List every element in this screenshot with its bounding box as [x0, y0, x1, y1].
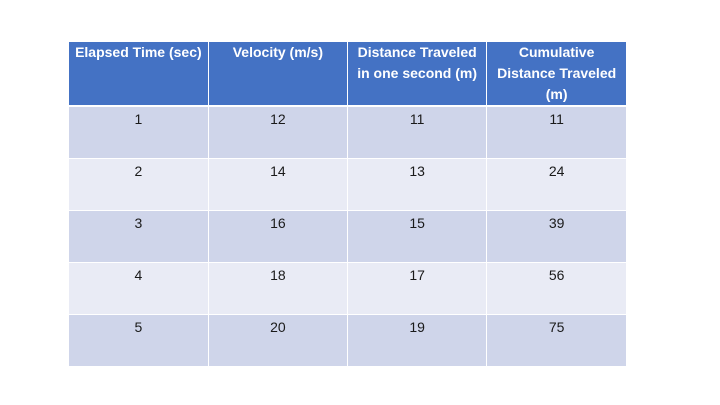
cell-distance-one-second: 13 [347, 157, 488, 210]
table-row: 5 20 19 75 [69, 313, 626, 366]
cell-elapsed-time: 1 [69, 105, 209, 158]
cell-velocity: 18 [208, 261, 349, 314]
table-header-row: Elapsed Time (sec) Velocity (m/s) Distan… [69, 42, 626, 107]
motion-data-table: Elapsed Time (sec) Velocity (m/s) Distan… [69, 42, 626, 366]
cell-cumulative-distance: 75 [486, 313, 626, 366]
header-elapsed-time: Elapsed Time (sec) [69, 42, 209, 107]
cell-elapsed-time: 3 [69, 209, 209, 262]
cell-distance-one-second: 15 [347, 209, 488, 262]
table-row: 1 12 11 11 [69, 105, 626, 158]
cell-cumulative-distance: 39 [486, 209, 626, 262]
cell-cumulative-distance: 11 [486, 105, 626, 158]
header-velocity: Velocity (m/s) [208, 42, 349, 107]
cell-distance-one-second: 19 [347, 313, 488, 366]
table-row: 4 18 17 56 [69, 261, 626, 314]
cell-cumulative-distance: 24 [486, 157, 626, 210]
table-row: 3 16 15 39 [69, 209, 626, 262]
cell-velocity: 14 [208, 157, 349, 210]
cell-cumulative-distance: 56 [486, 261, 626, 314]
cell-distance-one-second: 11 [347, 105, 488, 158]
cell-velocity: 12 [208, 105, 349, 158]
table-row: 2 14 13 24 [69, 157, 626, 210]
cell-velocity: 16 [208, 209, 349, 262]
cell-elapsed-time: 4 [69, 261, 209, 314]
cell-velocity: 20 [208, 313, 349, 366]
cell-distance-one-second: 17 [347, 261, 488, 314]
cell-elapsed-time: 2 [69, 157, 209, 210]
header-cumulative-distance: Cumulative Distance Traveled (m) [486, 42, 626, 107]
header-distance-one-second: Distance Traveled in one second (m) [347, 42, 488, 107]
cell-elapsed-time: 5 [69, 313, 209, 366]
